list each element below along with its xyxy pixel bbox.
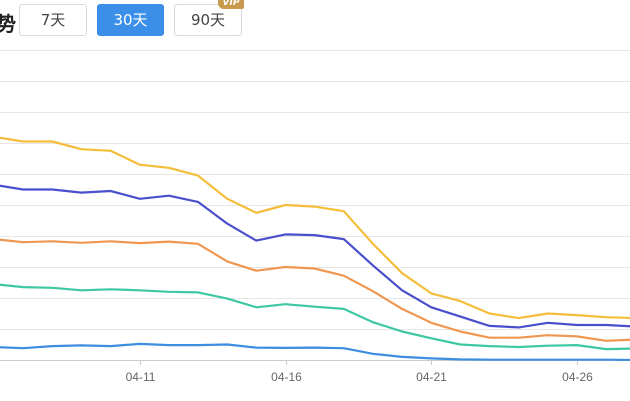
x-tick-label-3: 04-26 bbox=[562, 370, 593, 384]
range-30-days-button[interactable]: 30天 bbox=[97, 4, 164, 36]
x-tick-label-0: 04-11 bbox=[126, 370, 156, 384]
page-title-fragment: 势 bbox=[0, 12, 16, 36]
vip-badge: VIP bbox=[218, 0, 244, 9]
series-line-0 bbox=[0, 136, 630, 320]
series-layer bbox=[0, 136, 630, 362]
grid-layer bbox=[0, 50, 630, 330]
range-90-days-button[interactable]: 90天 bbox=[174, 4, 242, 36]
series-line-3 bbox=[0, 283, 630, 351]
series-line-1 bbox=[0, 184, 630, 329]
series-line-2 bbox=[0, 238, 630, 342]
x-tick-label-2: 04-21 bbox=[416, 370, 447, 384]
axis-layer: 04-11 04-16 04-21 04-26 bbox=[0, 360, 630, 384]
series-line-4 bbox=[0, 342, 630, 362]
x-tick-label-1: 04-16 bbox=[271, 370, 302, 384]
range-7-days-button[interactable]: 7天 bbox=[19, 4, 87, 36]
